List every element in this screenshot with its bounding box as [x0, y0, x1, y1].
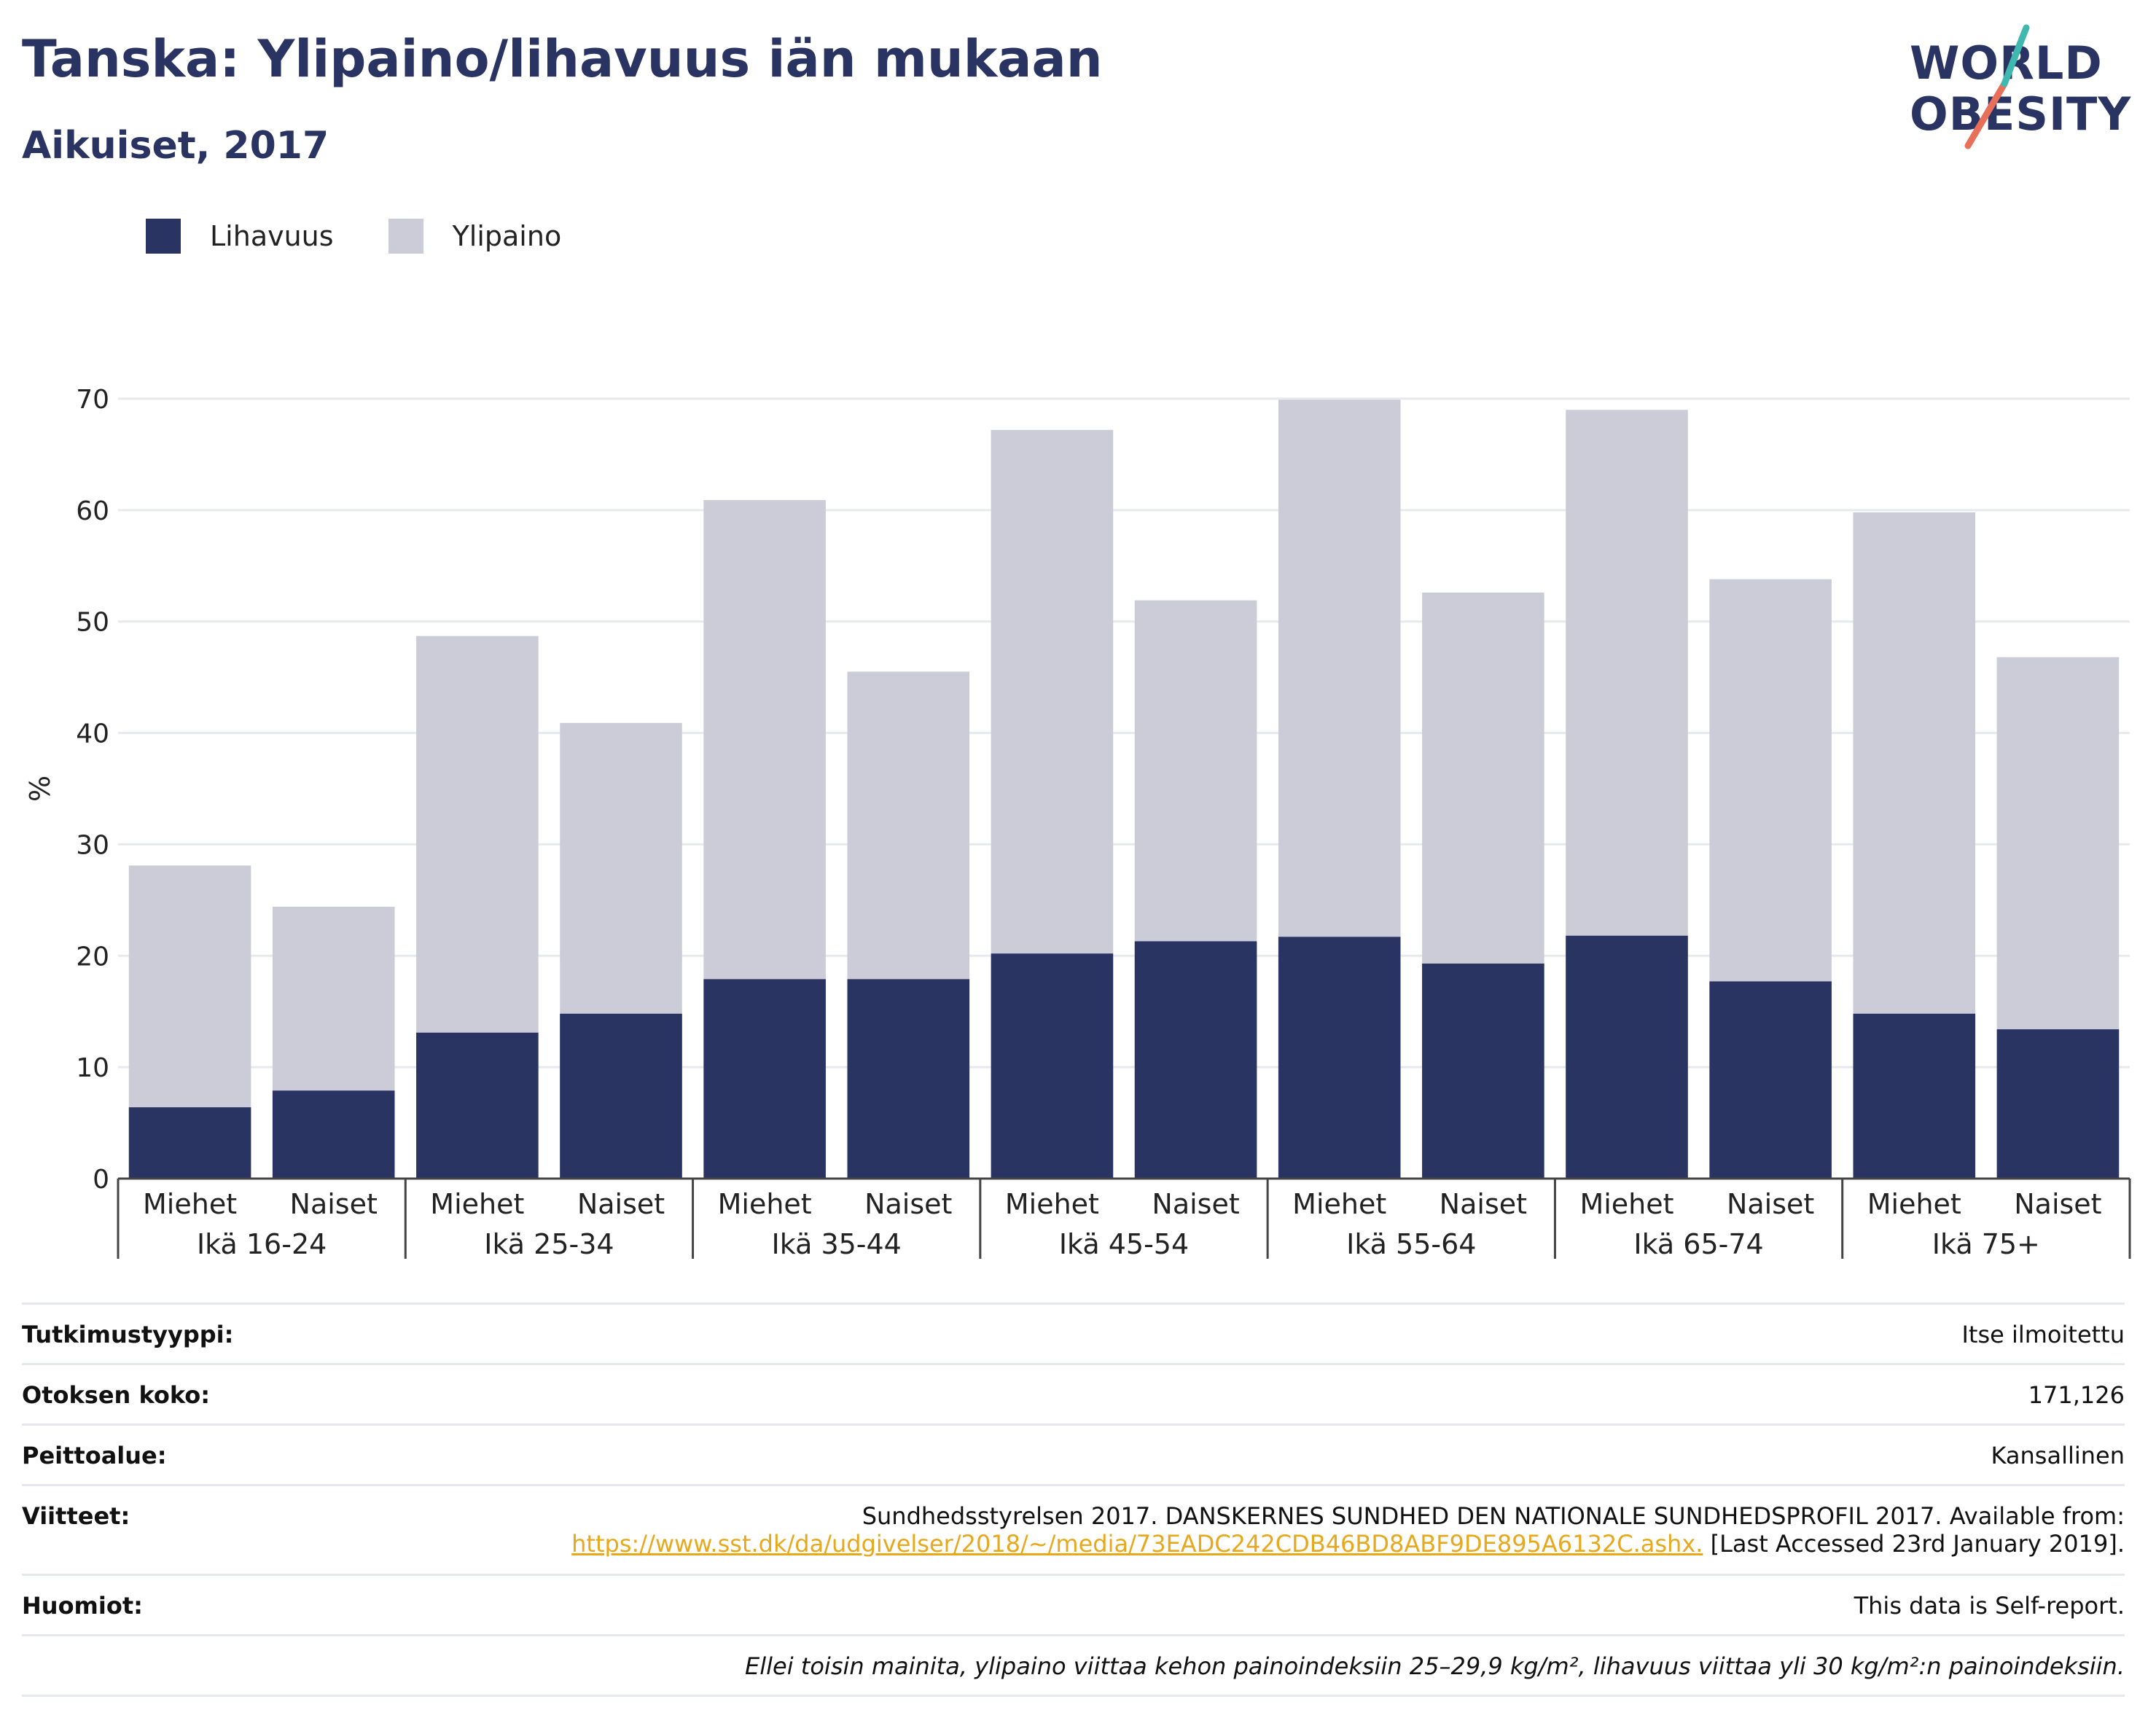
- x-tick-label: Miehet: [430, 1188, 524, 1220]
- legend-label-obesity: Lihavuus: [210, 220, 334, 252]
- bar-lihavuus: [560, 1013, 682, 1179]
- info-row-footnote: Ellei toisin mainita, ylipaino viittaa k…: [22, 1634, 2125, 1695]
- references-label: Viitteet:: [22, 1502, 130, 1530]
- y-axis-label: %: [24, 776, 56, 802]
- x-tick-label: Miehet: [718, 1188, 812, 1220]
- bar-lihavuus: [1566, 935, 1688, 1179]
- group-label: Ikä 55-64: [1346, 1228, 1476, 1260]
- bar-lihavuus: [1996, 1029, 2120, 1179]
- group-label: Ikä 65-74: [1633, 1228, 1763, 1260]
- x-tick-label: Naiset: [2014, 1188, 2101, 1220]
- x-tick-label: Miehet: [143, 1188, 237, 1220]
- bar-lihavuus: [1422, 963, 1544, 1179]
- bar-lihavuus: [991, 953, 1114, 1179]
- bar-chart: 0 10 20 30 40 50 60 70% Miehet Naiset Miehet Naiset…: [24, 385, 2131, 1260]
- bar-lihavuus: [1709, 981, 1832, 1179]
- group-label: Ikä 75+: [1932, 1228, 2040, 1260]
- y-tick-label: 50: [76, 608, 109, 638]
- info-bottom-divider: [22, 1695, 2125, 1697]
- info-row-notes: Huomiot: This data is Self-report.: [22, 1574, 2125, 1634]
- y-tick-label: 70: [76, 385, 109, 415]
- y-tick-label: 30: [76, 830, 109, 860]
- coverage-value: Kansallinen: [1991, 1442, 2125, 1469]
- sample-size-value: 171,126: [2028, 1381, 2125, 1409]
- sample-size-label: Otoksen koko:: [22, 1381, 211, 1409]
- bar-lihavuus: [128, 1107, 251, 1179]
- x-tick-label: Miehet: [1579, 1188, 1673, 1220]
- info-row-study-type: Tutkimustyyppi: Itse ilmoitettu: [22, 1303, 2125, 1363]
- info-table: Tutkimustyyppi: Itse ilmoitettu Otoksen …: [22, 1303, 2125, 1697]
- x-tick-label: Naiset: [864, 1188, 952, 1220]
- y-tick-label: 40: [76, 719, 109, 749]
- references-value: Sundhedsstyrelsen 2017. DANSKERNES SUNDH…: [571, 1486, 2125, 1574]
- legend-item-obesity[interactable]: Lihavuus: [146, 219, 334, 254]
- coverage-label: Peittoalue:: [22, 1442, 167, 1469]
- study-type-value: Itse ilmoitettu: [1961, 1321, 2125, 1348]
- references-accessed: [Last Accessed 23rd January 2019].: [1710, 1530, 2125, 1558]
- study-type-label: Tutkimustyyppi:: [22, 1321, 234, 1348]
- bar-lihavuus: [847, 979, 970, 1179]
- logo-line-2: OBESITY: [1910, 87, 2132, 141]
- references-text: Sundhedsstyrelsen 2017. DANSKERNES SUNDH…: [862, 1502, 2125, 1530]
- legend-item-overweight[interactable]: Ylipaino: [388, 219, 562, 254]
- x-tick-label: Miehet: [1867, 1188, 1961, 1220]
- y-tick-label: 60: [76, 496, 109, 526]
- x-tick-label: Naiset: [577, 1188, 665, 1220]
- bar-lihavuus: [1278, 937, 1401, 1179]
- bar-lihavuus: [1134, 941, 1257, 1179]
- notes-value: This data is Self-report.: [1854, 1592, 2125, 1620]
- x-tick-label: Naiset: [290, 1188, 378, 1220]
- legend-swatch-overweight: [388, 219, 423, 254]
- notes-label: Huomiot:: [22, 1592, 143, 1620]
- x-tick-label: Miehet: [1005, 1188, 1099, 1220]
- world-obesity-logo: WORLD OBESITY: [1895, 22, 2143, 153]
- legend-swatch-obesity: [146, 219, 181, 254]
- y-tick-label: 20: [76, 942, 109, 972]
- chart-subtitle: Aikuiset, 2017: [22, 124, 329, 168]
- references-link[interactable]: https://www.sst.dk/da/udgivelser/2018/~/…: [571, 1530, 1703, 1558]
- bar-lihavuus: [703, 979, 826, 1179]
- x-tick-label: Naiset: [1727, 1188, 1814, 1220]
- footnote-text: Ellei toisin mainita, ylipaino viittaa k…: [745, 1652, 2125, 1680]
- x-tick-label: Naiset: [1152, 1188, 1239, 1220]
- info-row-references: Viitteet: Sundhedsstyrelsen 2017. DANSKE…: [22, 1484, 2125, 1574]
- logo-slash-icon: [1964, 24, 2030, 149]
- bar-lihavuus: [1853, 1013, 1976, 1179]
- y-tick-label: 10: [76, 1053, 109, 1083]
- chart-legend: Lihavuus Ylipaino: [146, 219, 616, 254]
- info-row-sample-size: Otoksen koko: 171,126: [22, 1363, 2125, 1423]
- legend-label-overweight: Ylipaino: [452, 220, 562, 252]
- bar-lihavuus: [272, 1090, 395, 1179]
- bar-lihavuus: [416, 1032, 539, 1179]
- group-label: Ikä 35-44: [772, 1228, 902, 1260]
- x-tick-label: Naiset: [1440, 1188, 1527, 1220]
- x-tick-label: Miehet: [1292, 1188, 1386, 1220]
- group-label: Ikä 16-24: [197, 1228, 327, 1260]
- group-label: Ikä 45-54: [1059, 1228, 1189, 1260]
- info-row-coverage: Peittoalue: Kansallinen: [22, 1423, 2125, 1484]
- chart-title: Tanska: Ylipaino/lihavuus iän mukaan: [22, 29, 1103, 89]
- y-tick-label: 0: [93, 1165, 109, 1195]
- group-label: Ikä 25-34: [484, 1228, 614, 1260]
